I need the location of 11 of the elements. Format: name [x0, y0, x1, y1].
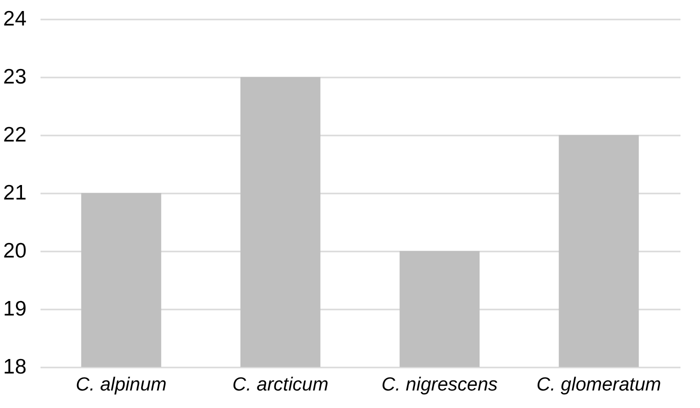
y-tick-label: 22 [3, 124, 26, 146]
x-tick-label: C. alpinum [76, 374, 167, 396]
x-tick-label: C. nigrescens [382, 374, 498, 396]
y-tick-label: 21 [3, 182, 26, 204]
y-tick-label: 23 [3, 66, 26, 88]
y-tick-label: 19 [3, 298, 26, 320]
x-tick-label: C. arcticum [232, 374, 328, 396]
x-tick-label: C. glomeratum [536, 374, 662, 396]
y-tick-label: 24 [3, 8, 27, 30]
y-tick-label: 18 [3, 356, 26, 378]
y-tick-label: 20 [3, 240, 26, 262]
